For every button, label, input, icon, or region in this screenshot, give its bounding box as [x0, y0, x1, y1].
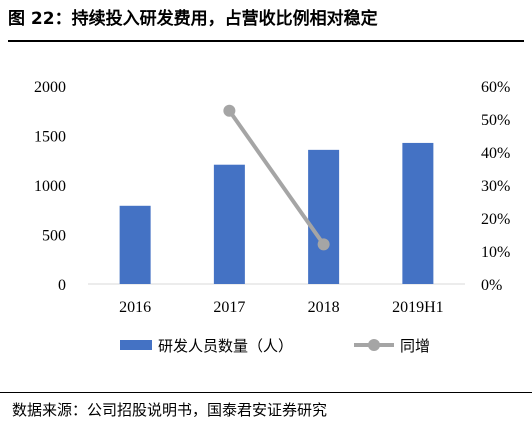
chart: 0 500 1000 1500 2000 0% 10% 20% 30% 40% 50% 60% 20… [34, 79, 510, 355]
category-labels: 2016 2017 2018 2019H1 [119, 299, 444, 316]
right-tick-label: 0% [481, 277, 502, 294]
category-label: 2016 [119, 299, 151, 316]
growth-point [317, 238, 330, 251]
left-tick-label: 2000 [34, 79, 66, 96]
bar-2016 [119, 205, 151, 284]
growth-point [223, 104, 236, 117]
right-axis-ticks: 0% 10% 20% 30% 40% 50% 60% [481, 79, 510, 294]
right-tick-label: 40% [481, 145, 510, 162]
category-label: 2017 [213, 299, 245, 316]
source-note: 数据来源：公司招股说明书，国泰君安证券研究 [12, 401, 328, 419]
category-label: 2018 [308, 299, 340, 316]
legend-swatch-bar [120, 340, 152, 350]
legend-label-bar: 研发人员数量（人） [158, 337, 293, 355]
left-tick-label: 0 [58, 277, 66, 294]
left-tick-label: 1000 [34, 178, 66, 195]
category-label: 2019H1 [392, 299, 444, 316]
legend-label-line: 同增 [400, 337, 430, 355]
growth-line [227, 109, 326, 246]
right-tick-label: 10% [481, 244, 510, 261]
right-tick-label: 30% [481, 178, 510, 195]
legend: 研发人员数量（人） 同增 [120, 337, 430, 355]
legend-swatch-marker [368, 339, 380, 351]
left-tick-label: 500 [42, 228, 66, 245]
source-divider [0, 392, 532, 393]
right-tick-label: 50% [481, 112, 510, 129]
bars [119, 142, 434, 284]
figure-title: 图 22：持续投入研发费用，占营收比例相对稳定 [8, 9, 378, 29]
bar-2019h1 [402, 142, 434, 284]
growth-line-series [223, 104, 330, 251]
title-divider [8, 40, 524, 42]
right-tick-label: 60% [481, 79, 510, 96]
left-axis-ticks: 0 500 1000 1500 2000 [34, 79, 66, 294]
bar-2017 [213, 164, 245, 284]
bar-2018 [308, 149, 340, 284]
left-tick-label: 1500 [34, 129, 66, 146]
right-tick-label: 20% [481, 211, 510, 228]
